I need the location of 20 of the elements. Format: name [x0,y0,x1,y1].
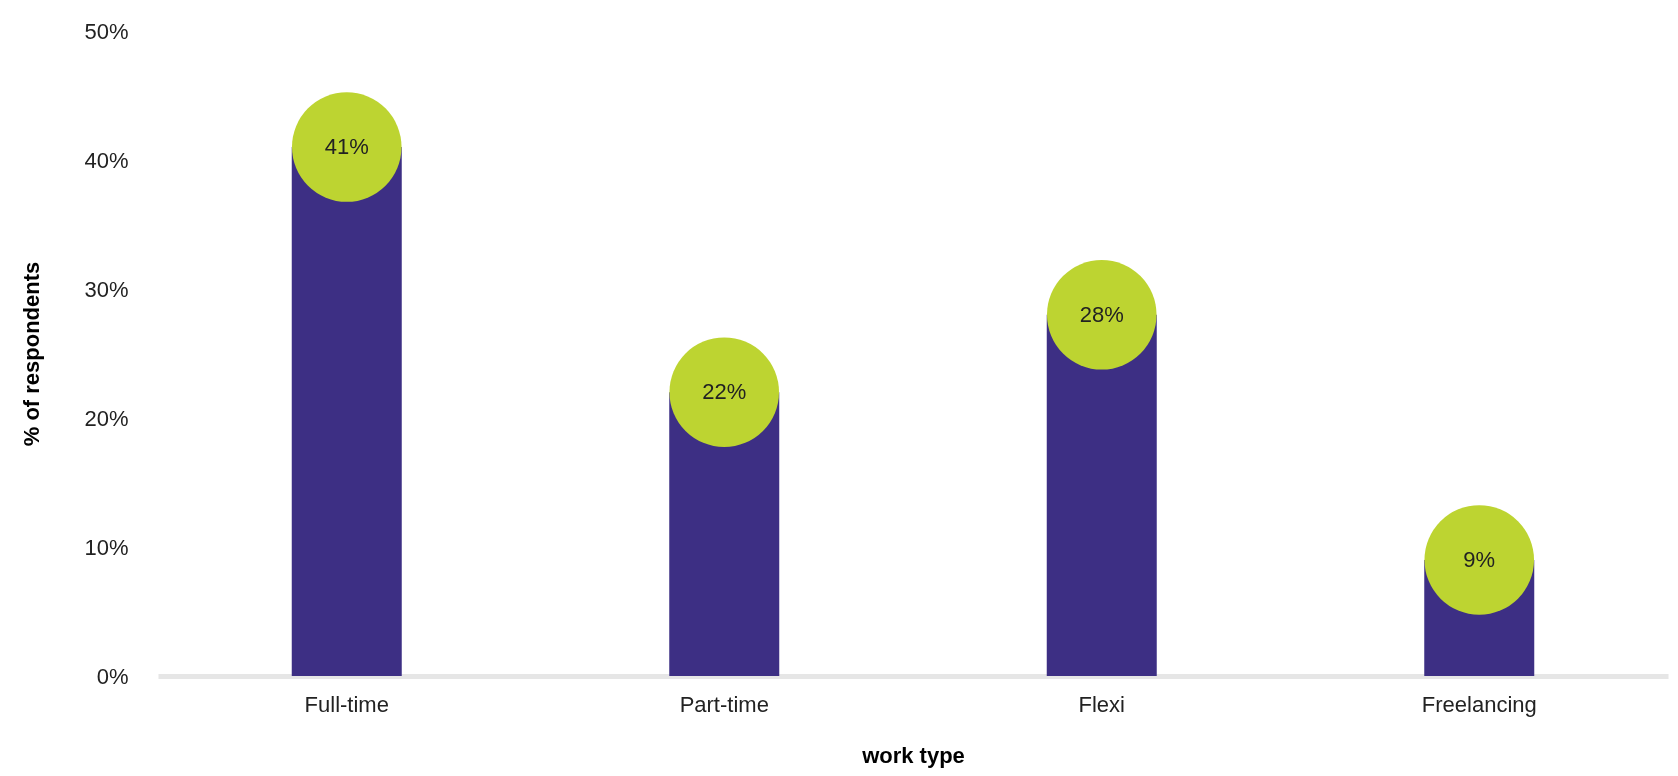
y-tick-label: 40% [84,147,129,173]
data-label: 22% [702,379,747,405]
point [291,92,402,202]
x-axis-title: work type [861,742,965,768]
y-tick-label: 10% [84,534,129,560]
point [1424,505,1535,615]
x-tick-label: Part-time [679,691,769,717]
y-axis-title: % of respondents [19,261,45,447]
data-label: 9% [1463,546,1496,572]
x-tick-label: Freelancing [1421,691,1537,717]
y-tick-label: 20% [84,405,129,431]
data-label: 28% [1079,301,1124,327]
point [1046,260,1157,370]
x-tick-label: Flexi [1078,691,1125,717]
y-tick-label: 50% [84,18,129,44]
data-label: 41% [324,134,369,160]
y-tick-label: 30% [84,276,129,302]
y-tick-label: 0% [96,663,129,689]
x-tick-label: Full-time [304,691,389,717]
point [669,337,780,447]
